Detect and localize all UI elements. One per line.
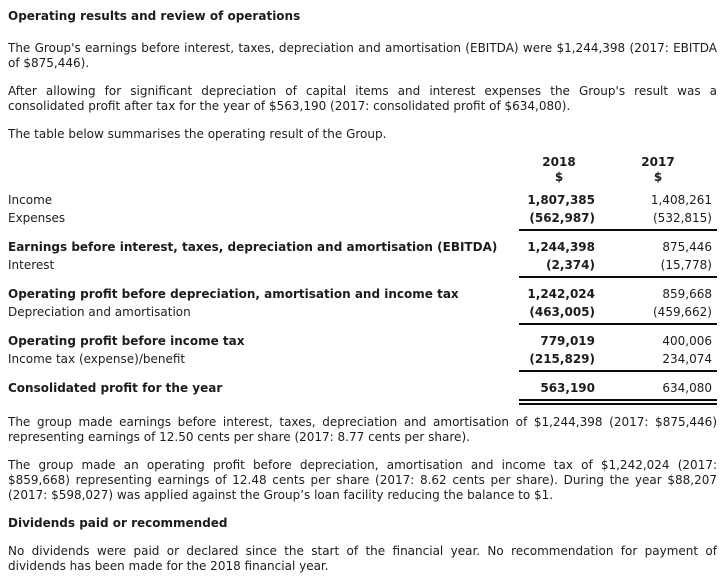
row-label: Earnings before interest, taxes, depreci… (8, 240, 498, 254)
value-2017: (532,815) (653, 211, 712, 225)
row-label: Income tax (expense)/benefit (8, 352, 186, 366)
table-row-expenses: Expenses (562,987) (532,815) (8, 211, 717, 226)
value-2018: (562,987) (529, 211, 595, 225)
value-2018: 1,807,385 (527, 193, 595, 207)
table-row-income: Income 1,807,385 1,408,261 (8, 193, 717, 208)
row-label: Expenses (8, 211, 66, 225)
paragraph-ebitda-summary: The Group's earnings before interest, ta… (8, 41, 717, 70)
value-2017: 234,074 (662, 352, 712, 366)
grand-total-rule (519, 399, 717, 405)
table-row-depreciation-amortisation: Depreciation and amortisation (463,005) … (8, 305, 717, 320)
paragraph-profit-after-tax: After allowing for significant depreciat… (8, 84, 717, 113)
row-label: Operating profit before depreciation, am… (8, 287, 459, 301)
value-2017: 400,006 (662, 334, 712, 348)
table-row-ebitda: Earnings before interest, taxes, depreci… (8, 240, 717, 255)
operating-result-table: 2018 2017 $ $ Income 1,807,385 1,408,261… (8, 155, 717, 405)
row-label: Consolidated profit for the year (8, 381, 223, 395)
value-2017: (459,662) (653, 305, 712, 319)
value-2017: 1,408,261 (650, 193, 712, 207)
row-label: Income (8, 193, 53, 207)
table-row-consolidated-profit: Consolidated profit for the year 563,190… (8, 381, 717, 396)
table-row-interest: Interest (2,374) (15,778) (8, 258, 717, 273)
subtotal-rule (519, 229, 717, 231)
row-label: Depreciation and amortisation (8, 305, 191, 319)
paragraph-eps-operating-profit: The group made an operating profit befor… (8, 458, 717, 502)
paragraph-eps-ebitda: The group made earnings before interest,… (8, 415, 717, 444)
table-header-years: 2018 2017 (8, 155, 717, 170)
value-2018: 1,244,398 (527, 240, 595, 254)
table-row-operating-profit-before-tax: Operating profit before income tax 779,0… (8, 334, 717, 349)
value-2018: 1,242,024 (527, 287, 595, 301)
column-header-2018: 2018 (542, 155, 576, 169)
value-2017: 634,080 (662, 381, 712, 395)
value-2018: 563,190 (540, 381, 595, 395)
subtotal-rule (519, 323, 717, 325)
value-2018: 779,019 (540, 334, 595, 348)
value-2018: (463,005) (529, 305, 595, 319)
value-2017: 875,446 (662, 240, 712, 254)
currency-symbol-2018: $ (554, 170, 564, 184)
subtotal-rule (519, 276, 717, 278)
value-2017: (15,778) (660, 258, 712, 272)
section-heading-operating-results: Operating results and review of operatio… (8, 9, 301, 23)
subtotal-rule (519, 370, 717, 372)
value-2018: (215,829) (529, 352, 595, 366)
table-row-operating-profit-before-depreciation: Operating profit before depreciation, am… (8, 287, 717, 302)
table-header-currency: $ $ (8, 170, 717, 185)
paragraph-dividends: No dividends were paid or declared since… (8, 544, 717, 573)
row-label: Operating profit before income tax (8, 334, 245, 348)
section-heading-dividends: Dividends paid or recommended (8, 516, 228, 530)
value-2017: 859,668 (662, 287, 712, 301)
column-header-2017: 2017 (641, 155, 675, 169)
value-2018: (2,374) (546, 258, 595, 272)
row-label: Interest (8, 258, 55, 272)
table-row-income-tax: Income tax (expense)/benefit (215,829) 2… (8, 352, 717, 367)
currency-symbol-2017: $ (653, 170, 663, 184)
paragraph-table-intro: The table below summarises the operating… (8, 127, 387, 141)
